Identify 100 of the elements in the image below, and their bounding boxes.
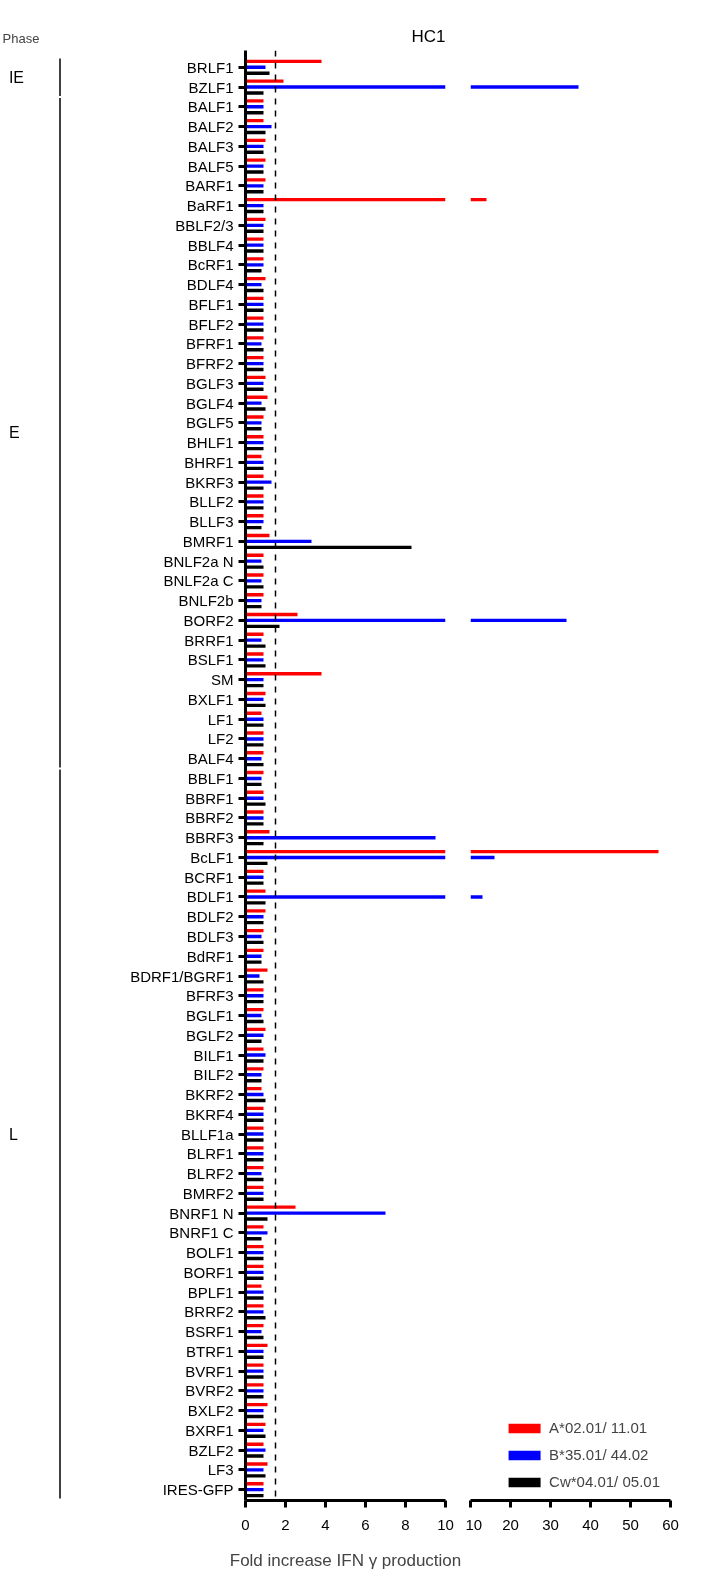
- bar: [245, 1231, 268, 1235]
- bar: [245, 1462, 268, 1466]
- bar: [245, 401, 262, 405]
- bar: [245, 968, 268, 972]
- y-tick-label: BFLF1: [188, 295, 234, 313]
- y-tick-label: LF2: [207, 730, 234, 748]
- x-tick-label: 10: [437, 1515, 454, 1533]
- y-tick-label: BGLF2: [185, 1026, 234, 1044]
- y-tick-label: BCRF1: [184, 868, 234, 886]
- y-tick-label: BNLF2b: [178, 592, 234, 610]
- y-tick-label: BDRF1/BGRF1: [130, 967, 234, 985]
- bar: [245, 1448, 266, 1452]
- y-tick-label: BMRF1: [182, 532, 234, 550]
- y-tick-label: BDLF4: [186, 276, 234, 294]
- bar: [245, 974, 260, 978]
- y-tick-label: BFRF3: [186, 987, 234, 1005]
- y-tick-label: BARF1: [185, 177, 234, 195]
- y-tick-label: BLLF2: [189, 493, 234, 511]
- bar: [245, 237, 264, 241]
- bar: [245, 178, 266, 182]
- bar: [245, 158, 266, 162]
- y-tick-label: BBLF1: [187, 769, 234, 787]
- bar: [245, 731, 264, 735]
- x-tick-label: 30: [542, 1515, 559, 1533]
- y-tick-label: BDLF3: [186, 928, 234, 945]
- y-tick-label: BBLF2/3: [175, 216, 234, 234]
- bar: [245, 1389, 264, 1393]
- y-tick-label: BRRF2: [184, 1303, 234, 1321]
- x-tick-label: 10: [465, 1515, 483, 1533]
- bar: [245, 559, 262, 563]
- x-tick-label: 0: [241, 1515, 250, 1533]
- y-tick-label: BLLF3: [189, 513, 234, 531]
- bar: [245, 810, 264, 814]
- bar: [245, 243, 264, 247]
- bar: [245, 480, 272, 484]
- bar: [245, 316, 264, 320]
- chart-title: HC1: [411, 26, 446, 46]
- bar: [245, 1047, 264, 1051]
- y-tick-label: BGLF3: [185, 374, 234, 392]
- x-axis-title: Fold increase IFN γ production: [229, 1550, 462, 1570]
- bar: [245, 421, 262, 425]
- bar: [245, 1205, 296, 1209]
- bar: [245, 737, 264, 741]
- bar: [245, 816, 264, 820]
- y-tick-label: BVRF1: [185, 1362, 234, 1380]
- y-tick-label: BBRF2: [185, 809, 234, 827]
- y-tick-label: BALF5: [187, 157, 234, 175]
- y-tick-label: BGLF4: [185, 394, 234, 412]
- bar: [245, 1132, 264, 1136]
- y-tick-label: BHLF1: [186, 434, 234, 452]
- bar: [245, 336, 264, 340]
- bar: [245, 658, 264, 662]
- text: E: [8, 424, 20, 442]
- y-tick-label: BBRF1: [185, 789, 234, 807]
- bar: [245, 164, 264, 168]
- y-tick-label: IRES-GFP: [162, 1481, 234, 1499]
- bar: [245, 1290, 264, 1294]
- y-tick-label: BDLF2: [186, 908, 234, 926]
- x-tick-label: 8: [401, 1515, 410, 1533]
- bar: [245, 1067, 264, 1071]
- y-tick-label: LF1: [207, 710, 234, 728]
- bar: [245, 1126, 264, 1130]
- bar: [245, 1146, 264, 1150]
- y-tick-label: BNLF2a N: [163, 552, 234, 570]
- x-tick-label: 6: [361, 1515, 370, 1533]
- bar: [245, 1284, 262, 1288]
- bar: [245, 494, 264, 498]
- bar: [245, 1053, 266, 1057]
- y-tick-label: SM: [211, 671, 234, 689]
- y-tick-label: BFLF2: [188, 315, 234, 333]
- y-tick-label: BILF1: [193, 1046, 234, 1064]
- y-tick-label: BSLF1: [187, 651, 234, 669]
- y-tick-label: BKRF2: [185, 1086, 234, 1104]
- y-tick-label: LF3: [207, 1461, 234, 1479]
- y-tick-label: BORF2: [183, 611, 234, 629]
- bar: [245, 1304, 264, 1308]
- bar: [245, 573, 264, 577]
- legend-label: Cw*04.01/ 05.01: [549, 1473, 660, 1490]
- bar: [245, 1211, 386, 1215]
- bar: [245, 85, 446, 89]
- y-tick-label: BNLF2a C: [163, 572, 234, 590]
- y-tick-label: BXLF2: [187, 1402, 234, 1420]
- y-tick-label: BcLF1: [190, 848, 234, 866]
- bar: [245, 415, 264, 419]
- y-tick-label: BKRF3: [185, 473, 234, 491]
- y-tick-label: BLLF1a: [180, 1125, 235, 1143]
- y-tick-label: BRRF1: [184, 631, 234, 649]
- bar: [245, 322, 264, 326]
- y-tick-label: BZLF1: [188, 78, 234, 96]
- x-tick-label: 20: [502, 1515, 519, 1533]
- y-tick-label: BLRF2: [186, 1165, 234, 1183]
- y-tick-label: BFRF1: [186, 335, 234, 353]
- y-tick-label: BKRF4: [185, 1105, 234, 1123]
- y-tick-label: BILF2: [193, 1066, 234, 1084]
- bar: [245, 1369, 264, 1373]
- y-tick-label: BXLF1: [187, 690, 234, 708]
- x-tick-label: 40: [582, 1515, 599, 1533]
- y-tick-label: BGLF5: [185, 414, 234, 432]
- x-tick-label: 50: [622, 1515, 639, 1533]
- text: Phase: [2, 30, 40, 46]
